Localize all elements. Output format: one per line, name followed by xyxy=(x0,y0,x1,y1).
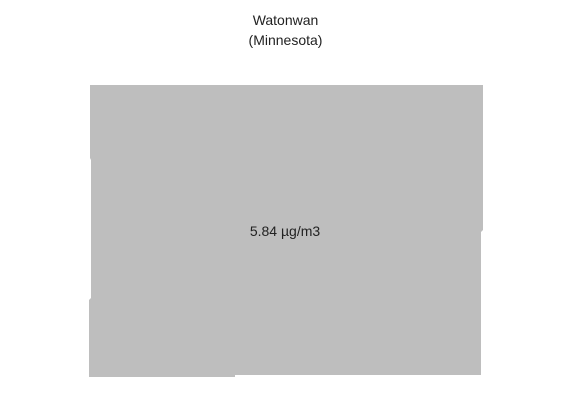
county-region xyxy=(89,85,483,377)
state-name: (Minnesota) xyxy=(248,32,323,48)
pollution-value-label: 5.84 µg/m3 xyxy=(249,223,321,239)
map-title: Watonwan (Minnesota) xyxy=(0,10,571,50)
county-name: Watonwan xyxy=(252,12,319,28)
